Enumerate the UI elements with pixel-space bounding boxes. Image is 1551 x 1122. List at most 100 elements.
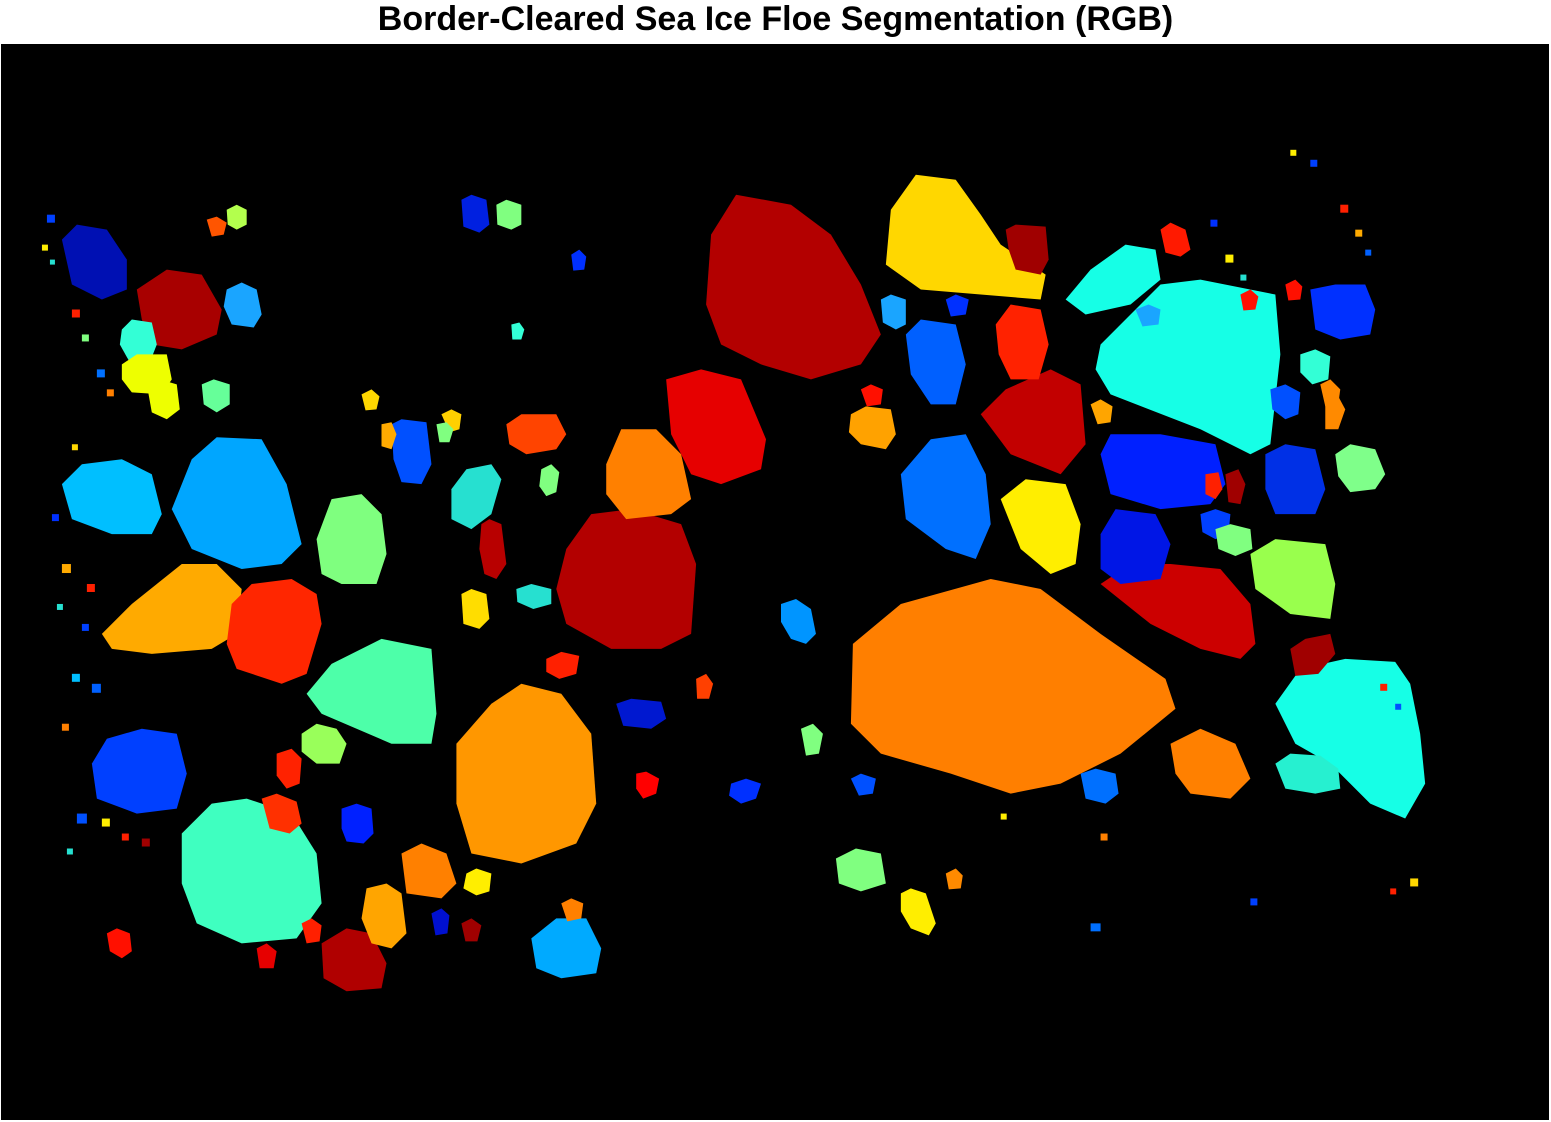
floe	[1250, 539, 1336, 619]
floe	[461, 194, 490, 233]
floe	[880, 294, 906, 330]
floe	[391, 419, 432, 485]
floe	[1270, 384, 1301, 420]
floe	[850, 773, 876, 796]
floe	[539, 464, 560, 497]
floe	[800, 723, 823, 756]
floe	[1275, 753, 1341, 794]
floe	[1205, 472, 1223, 500]
floe	[546, 651, 580, 679]
floe	[1290, 633, 1336, 676]
floe	[995, 304, 1049, 380]
floe	[945, 294, 969, 317]
floe	[401, 843, 457, 899]
floe	[666, 369, 767, 485]
floe	[1100, 434, 1226, 510]
floe	[301, 723, 347, 764]
floe	[201, 379, 230, 413]
floe	[206, 216, 227, 237]
floe	[1335, 444, 1386, 493]
floe	[61, 224, 127, 300]
floe	[226, 579, 322, 684]
floe	[1265, 444, 1326, 515]
floe	[706, 194, 881, 380]
speckle-cluster-right	[1000, 149, 1419, 932]
floe	[361, 883, 407, 949]
floe	[276, 748, 302, 789]
floe	[1300, 349, 1331, 385]
floe	[1215, 524, 1253, 557]
floe	[980, 369, 1086, 475]
floe	[835, 848, 886, 892]
floe	[461, 588, 490, 629]
floe	[479, 519, 507, 580]
speckle-cluster-left	[41, 214, 150, 855]
floe	[106, 928, 132, 959]
floe	[780, 598, 816, 644]
floe	[1240, 289, 1259, 311]
floe	[361, 389, 380, 411]
floe	[119, 319, 157, 363]
floe	[461, 918, 482, 942]
floe	[1225, 469, 1246, 505]
floe	[301, 918, 322, 944]
floe	[61, 459, 162, 535]
floe	[441, 409, 462, 433]
floe	[1100, 564, 1256, 659]
floe	[451, 464, 502, 530]
floe	[256, 943, 277, 969]
floe	[171, 437, 302, 570]
floe	[91, 728, 187, 814]
floe	[1090, 399, 1113, 425]
floe	[1065, 244, 1161, 315]
floe	[556, 509, 697, 649]
floe	[561, 898, 584, 922]
floe	[506, 414, 567, 455]
floe	[316, 494, 387, 584]
floe	[261, 793, 302, 834]
floe	[511, 322, 525, 340]
floe	[1310, 284, 1376, 340]
floe	[431, 908, 450, 936]
floe	[341, 803, 374, 844]
floe	[900, 888, 936, 936]
segmentation-image	[1, 44, 1549, 1120]
floe	[729, 778, 762, 804]
floe	[456, 683, 597, 864]
floe	[1000, 479, 1081, 575]
floe	[1275, 658, 1426, 819]
floe	[531, 918, 602, 979]
floe	[181, 798, 322, 944]
floe	[321, 928, 387, 992]
floe	[848, 406, 896, 450]
floe	[1005, 224, 1049, 275]
floe	[1135, 304, 1161, 327]
floe	[1285, 279, 1303, 301]
floe	[226, 204, 247, 230]
floe	[885, 174, 1046, 300]
floe	[463, 868, 492, 896]
floe	[146, 379, 180, 420]
figure-title: Border-Cleared Sea Ice Floe Segmentation…	[377, 0, 1174, 38]
floe	[860, 384, 883, 407]
floe	[606, 429, 692, 520]
floe	[1100, 509, 1171, 584]
floe	[850, 579, 1176, 794]
floe	[496, 199, 522, 230]
floe	[381, 422, 397, 450]
floe	[223, 282, 262, 328]
floe	[636, 771, 660, 799]
floe	[696, 673, 714, 699]
floe-segmentation-map	[2, 45, 1548, 1119]
floe	[516, 583, 552, 609]
floe	[571, 249, 587, 271]
floe	[616, 698, 667, 729]
floe	[101, 564, 242, 654]
floe	[1170, 728, 1251, 799]
floe	[306, 638, 437, 744]
floe	[900, 434, 991, 560]
floe	[436, 422, 454, 443]
floe	[905, 319, 966, 405]
floe	[136, 269, 222, 350]
floe	[1325, 396, 1346, 430]
